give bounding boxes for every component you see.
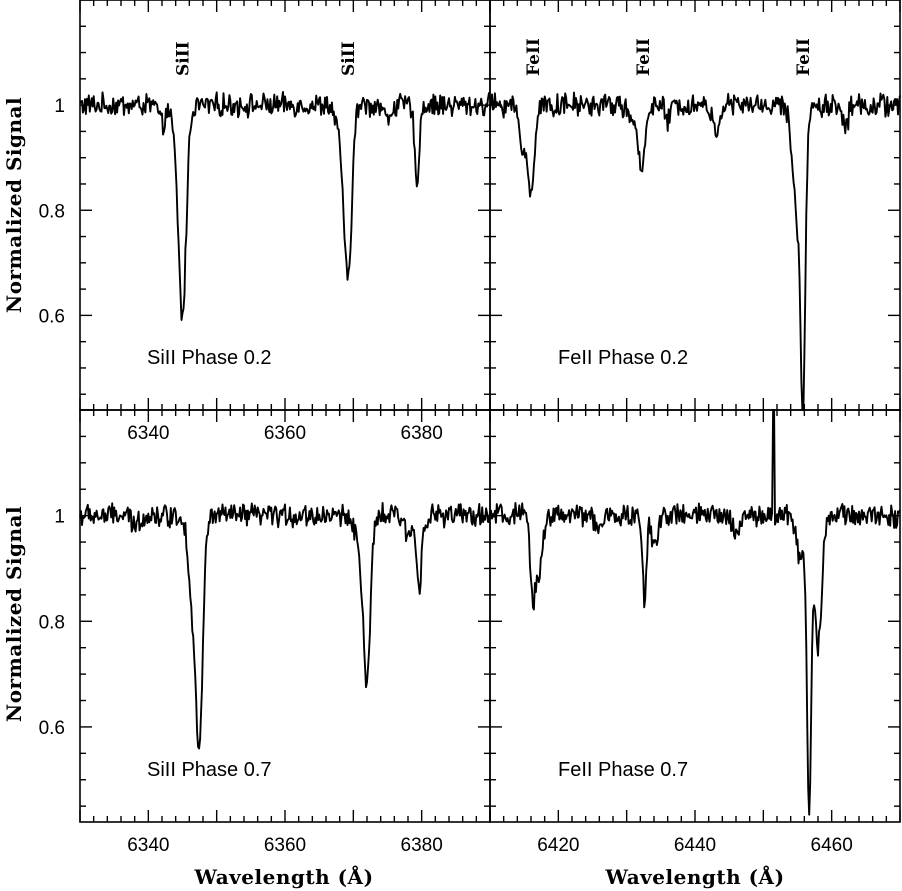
x-tick-label: 6460 [811,835,853,856]
panel-annotation: SiII Phase 0.2 [147,347,272,369]
x-axis-title-right: Wavelength (Å) [604,865,784,889]
line-id-label: SiII [174,41,194,76]
y-axis-title-top: Normalized Signal [2,97,26,313]
panel-top-right: FeII FeII FeII FeII Phase 0.2 [489,0,901,411]
line-id-label: FeII [634,38,654,76]
line-id-label: FeII [794,38,814,76]
y-tick-label: 0.6 [39,718,65,739]
y-tick-label: 1 [54,507,65,528]
y-tick-label: 0.8 [39,612,65,633]
panel-annotation: FeII Phase 0.2 [558,347,688,369]
spectrum-line [489,409,901,816]
line-id-label: FeII [524,38,544,76]
x-axis-title-left: Wavelength (Å) [193,865,373,889]
x-tick-label: 6440 [674,835,716,856]
x-tick-label: 6360 [264,423,306,444]
y-tick-label: 0.8 [39,201,65,222]
spectrum-line [79,90,491,321]
line-id-label: SiII [339,41,359,76]
spectrum-line [489,91,901,411]
panel-frame [489,409,901,823]
panel-top-left: 6340 6360 6380 0.6 0.8 1 SiII SiII SiII Phase 0.… [39,0,491,444]
x-tick-label: 6380 [401,423,443,444]
x-tick-label: 6380 [401,835,443,856]
x-tick-label: 6420 [537,835,579,856]
x-tick-label: 6340 [127,835,169,856]
panel-bottom-right: 6420 6440 6460 FeII Phase 0.7 [489,409,901,856]
panel-annotation: FeII Phase 0.7 [558,759,688,781]
panel-frame [79,409,491,823]
x-tick-label: 6340 [127,423,169,444]
spectrum-line [79,501,491,750]
panel-annotation: SiII Phase 0.7 [147,759,272,781]
y-tick-label: 1 [54,96,65,117]
panel-frame [79,0,491,411]
y-axis-title-bottom: Normalized Signal [2,506,26,722]
panel-bottom-left: 6340 6360 6380 0.6 0.8 1 SiII Phase 0.7 [39,409,491,856]
panel-frame [489,0,901,411]
x-tick-label: 6360 [264,835,306,856]
y-tick-label: 0.6 [39,306,65,327]
